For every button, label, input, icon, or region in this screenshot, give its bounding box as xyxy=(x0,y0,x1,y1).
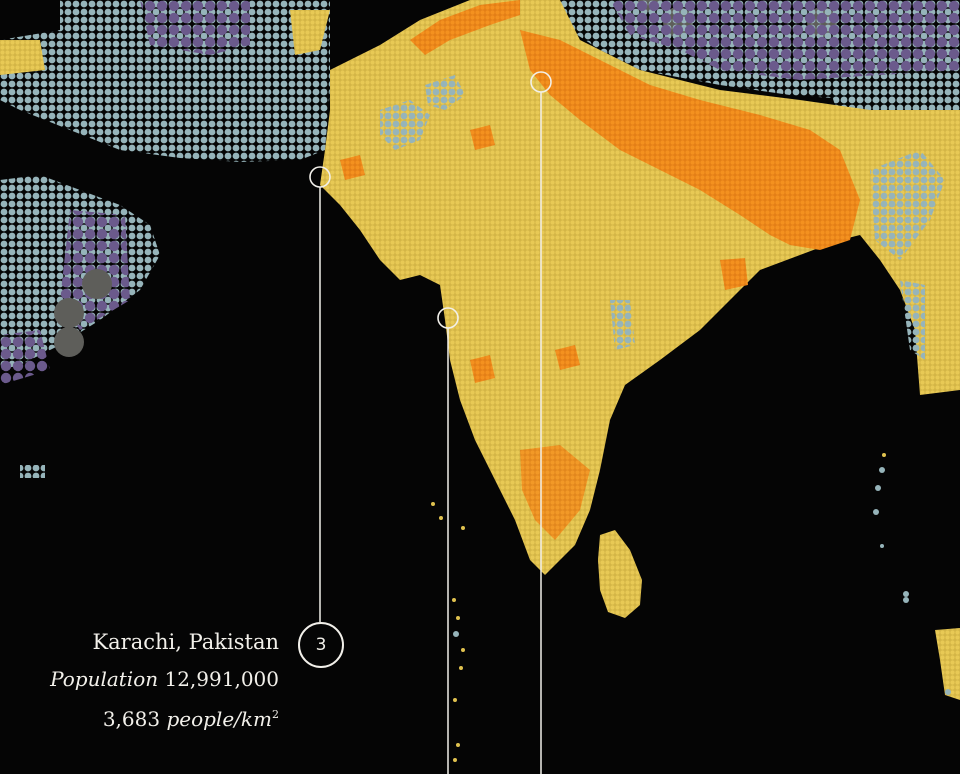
island-dots xyxy=(431,453,960,762)
population-label: Population xyxy=(50,667,159,691)
delhi-marker[interactable] xyxy=(530,71,552,93)
population-value: 12,991,000 xyxy=(164,667,279,691)
region-west-asia xyxy=(0,0,330,478)
callout-city-name: Karachi, Pakistan xyxy=(92,630,279,654)
density-value: 3,683 xyxy=(102,707,161,731)
density-unit: people/km xyxy=(166,707,272,731)
city-leaders xyxy=(309,71,552,774)
mumbai-marker[interactable] xyxy=(437,307,459,329)
density-unit-power: 2 xyxy=(272,708,279,721)
callout-population: Population 12,991,000 xyxy=(50,666,279,692)
callout-density: 3,683 people/km2 xyxy=(103,702,279,732)
high-density-areas xyxy=(340,0,860,540)
karachi-marker[interactable] xyxy=(309,166,331,188)
callout-number-badge[interactable]: 3 xyxy=(298,622,344,668)
